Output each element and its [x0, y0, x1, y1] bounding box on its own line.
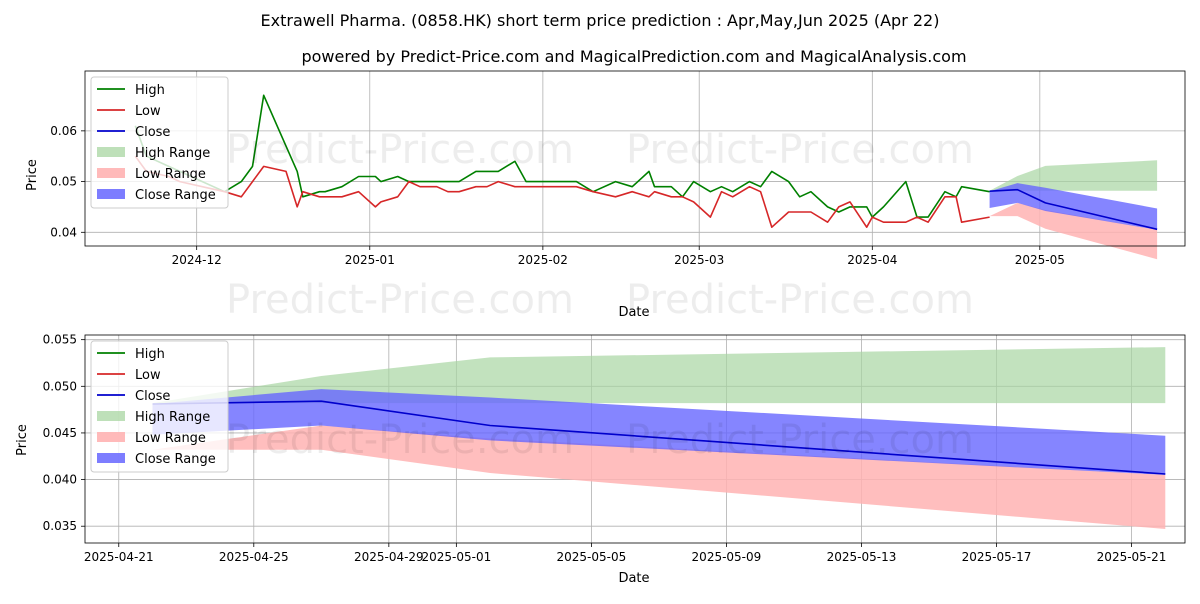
- low-range-area: [152, 425, 1166, 529]
- legend-entry: High: [135, 83, 165, 98]
- legend-entry: High: [135, 347, 165, 362]
- y-tick-label: 0.050: [43, 379, 77, 393]
- top-legend: High Low Close High Range Low Range Close Ran…: [90, 76, 229, 209]
- legend-entry: Low: [135, 368, 161, 383]
- chart-subtitle: powered by Predict-Price.com and Magical…: [301, 47, 966, 66]
- x-tick-label: 2025-05-13: [827, 550, 897, 564]
- x-tick-label: 2025-05-09: [692, 550, 762, 564]
- watermark-top-3: Predict-Price.com: [226, 277, 574, 323]
- x-tick-label: 2025-05: [1015, 253, 1065, 267]
- legend-swatch: [97, 189, 125, 199]
- legend-box: [90, 76, 229, 209]
- legend-entry: Close Range: [135, 188, 216, 203]
- legend-swatch: [97, 432, 125, 442]
- x-tick-label: 2025-05-21: [1097, 550, 1167, 564]
- y-tick-label: 0.040: [43, 473, 77, 487]
- watermark-bottom-1: Predict-Price.com: [226, 417, 574, 463]
- watermark-top-4: Predict-Price.com: [626, 277, 974, 323]
- x-tick-label: 2025-04: [847, 253, 897, 267]
- legend-entry: Close Range: [135, 452, 216, 467]
- x-tick-label: 2025-01: [345, 253, 395, 267]
- top-panel: Predict-Price.com Predict-Price.com Pred…: [25, 70, 1186, 323]
- y-tick-label: 0.06: [50, 124, 77, 138]
- bottom-plot-frame: [84, 334, 1186, 544]
- legend-entry: Low Range: [135, 167, 206, 182]
- x-tick-label: 2025-05-05: [557, 550, 627, 564]
- legend-entry: Low Range: [135, 431, 206, 446]
- legend-entry: Close: [135, 125, 170, 140]
- chart-title: Extrawell Pharma. (0858.HK) short term p…: [261, 11, 940, 30]
- high-line: [134, 94, 990, 218]
- x-tick-label: 2025-02: [518, 253, 568, 267]
- legend-swatch: [97, 168, 125, 178]
- x-tick-label: 2025-03: [674, 253, 724, 267]
- x-tick-label: 2025-04-25: [219, 550, 289, 564]
- top-x-axis-label: Date: [618, 305, 649, 320]
- close-range-area: [152, 389, 1166, 475]
- watermark-top-1: Predict-Price.com: [226, 127, 574, 173]
- legend-swatch: [97, 453, 125, 463]
- x-tick-label: 2025-04-29: [354, 550, 424, 564]
- legend-entry: Close: [135, 389, 170, 404]
- legend-entry: High Range: [135, 410, 210, 425]
- watermark-bottom-2: Predict-Price.com: [626, 417, 974, 463]
- close-range-area: [989, 183, 1158, 230]
- low-range-area: [989, 202, 1158, 260]
- bottom-legend: High Low Close High Range Low Range Close Ran…: [90, 340, 229, 473]
- y-tick-label: 0.04: [50, 225, 77, 239]
- x-tick-label: 2024-12: [172, 253, 222, 267]
- bottom-x-axis-label: Date: [618, 571, 649, 586]
- top-plot-frame: [84, 70, 1186, 247]
- legend-entry: High Range: [135, 146, 210, 161]
- y-tick-label: 0.045: [43, 426, 77, 440]
- x-tick-label: 2025-04-21: [84, 550, 154, 564]
- y-tick-label: 0.035: [43, 519, 77, 533]
- watermark-top-2: Predict-Price.com: [626, 127, 974, 173]
- x-tick-label: 2025-05-17: [962, 550, 1032, 564]
- top-y-axis-label: Price: [25, 159, 40, 191]
- legend-swatch: [97, 147, 125, 157]
- legend-swatch: [97, 411, 125, 421]
- legend-box: [90, 340, 229, 473]
- close-line: [152, 400, 1166, 475]
- high-range-area: [152, 347, 1166, 404]
- legend-entry: Low: [135, 104, 161, 119]
- bottom-panel: Predict-Price.com Predict-Price.com 2025…: [15, 333, 1186, 586]
- x-tick-label: 2025-05-01: [421, 550, 491, 564]
- y-tick-label: 0.055: [43, 333, 77, 347]
- y-tick-label: 0.05: [50, 175, 77, 189]
- bottom-y-axis-label: Price: [15, 424, 30, 456]
- close-line: [989, 188, 1158, 231]
- high-range-area: [989, 160, 1158, 191]
- low-line: [134, 155, 990, 228]
